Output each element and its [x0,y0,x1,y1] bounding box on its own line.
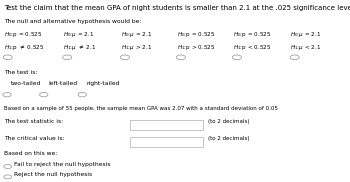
Text: Based on this we:: Based on this we: [4,151,57,156]
Text: two-tailed: two-tailed [11,81,42,86]
Text: (to 2 decimals): (to 2 decimals) [208,119,250,124]
Text: $H_1$:$\mu$ < 2.1: $H_1$:$\mu$ < 2.1 [290,43,322,52]
Text: Based on a sample of 55 people, the sample mean GPA was 2.07 with a standard dev: Based on a sample of 55 people, the samp… [4,106,278,111]
Text: $H_0$:p = 0.525: $H_0$:p = 0.525 [4,30,42,39]
FancyBboxPatch shape [130,136,203,147]
Text: The critical value is:: The critical value is: [4,136,65,141]
Text: Test the claim that the mean GPA of night students is smaller than 2.1 at the .0: Test the claim that the mean GPA of nigh… [4,5,350,11]
Text: $H_1$:p > 0.525: $H_1$:p > 0.525 [177,43,215,52]
Text: right-tailed: right-tailed [86,81,120,86]
Text: $H_1$:$\mu$ $\neq$ 2.1: $H_1$:$\mu$ $\neq$ 2.1 [63,43,96,52]
FancyBboxPatch shape [130,120,203,130]
Text: $H_1$:p < 0.525: $H_1$:p < 0.525 [233,43,271,52]
Text: Reject the null hypothesis: Reject the null hypothesis [14,172,92,177]
Text: $H_0$:p = 0.525: $H_0$:p = 0.525 [233,30,271,39]
Text: The test statistic is:: The test statistic is: [4,119,63,124]
Text: (to 2 decimals): (to 2 decimals) [208,136,250,141]
Text: $H_1$:$\mu$ > 2.1: $H_1$:$\mu$ > 2.1 [121,43,152,52]
Text: Fail to reject the null hypothesis: Fail to reject the null hypothesis [14,162,111,167]
Text: $H_0$:p = 0.525: $H_0$:p = 0.525 [177,30,215,39]
Text: $H_0$:$\mu$ = 2.1: $H_0$:$\mu$ = 2.1 [290,30,322,39]
Text: left-tailed: left-tailed [48,81,77,86]
Text: The null and alternative hypothesis would be:: The null and alternative hypothesis woul… [4,19,141,24]
Text: $H_0$:$\mu$ = 2.1: $H_0$:$\mu$ = 2.1 [121,30,152,39]
Text: $H_1$:p $\neq$ 0.525: $H_1$:p $\neq$ 0.525 [4,43,44,52]
Text: $H_0$:$\mu$ = 2.1: $H_0$:$\mu$ = 2.1 [63,30,94,39]
Text: The test is:: The test is: [4,70,37,74]
